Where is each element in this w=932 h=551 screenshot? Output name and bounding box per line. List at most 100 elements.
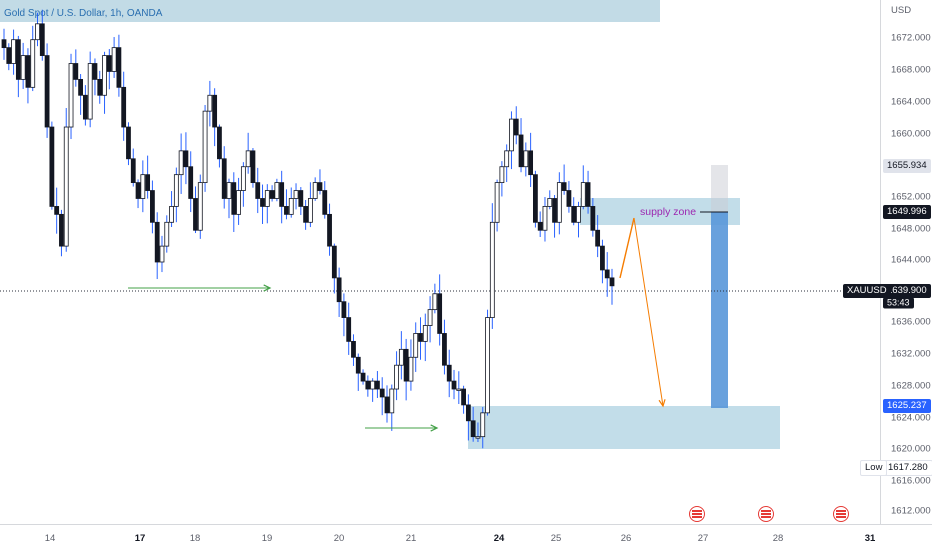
candle-body <box>59 213 64 247</box>
low-arrow-head <box>430 424 439 432</box>
price-tick: 1664.000 <box>891 96 931 108</box>
candle-body <box>255 182 261 199</box>
price-tick: 1620.000 <box>891 443 931 455</box>
candle-body <box>470 420 476 438</box>
candle-body <box>82 94 88 120</box>
us-flag-icon[interactable] <box>689 506 705 522</box>
candle-body <box>250 150 256 184</box>
candle-body <box>379 388 385 398</box>
candle-body <box>173 174 179 207</box>
time-tick: 25 <box>550 533 562 544</box>
price-axis[interactable]: USD 1672.0001668.0001664.0001660.0001656… <box>880 0 932 524</box>
candle-body <box>35 23 40 41</box>
time-tick: 27 <box>697 533 709 544</box>
low-tag: Low <box>860 460 888 476</box>
candle-body <box>207 94 213 112</box>
candle-body <box>44 55 50 128</box>
candle-body <box>312 182 318 199</box>
candle-body <box>178 150 184 176</box>
candle-body <box>202 110 208 184</box>
candlestick-chart[interactable] <box>0 0 880 524</box>
candle-body <box>446 364 452 382</box>
candle-body <box>49 126 55 207</box>
candle-body <box>317 182 323 191</box>
candle-body <box>169 206 174 223</box>
candle-body <box>240 166 246 191</box>
candle-body <box>15 39 21 80</box>
us-flag-icon[interactable] <box>833 506 849 522</box>
candle-body <box>552 198 557 223</box>
target-bottom-label: 1625.237 <box>883 399 931 413</box>
candle-body <box>561 182 567 191</box>
candle-body <box>418 333 423 342</box>
candle-body <box>600 245 605 271</box>
candle-body <box>604 269 610 279</box>
candle-body <box>183 150 189 168</box>
candle-body <box>231 182 237 215</box>
target-top-label: 1649.996 <box>883 205 931 219</box>
candle-body <box>518 134 524 168</box>
candle-body <box>116 47 122 88</box>
candle-body <box>489 221 495 318</box>
price-tick: 1672.000 <box>891 32 931 44</box>
candle-body <box>394 364 399 390</box>
candle-body <box>150 190 155 223</box>
candle-body <box>408 356 414 382</box>
candle-body <box>154 221 160 263</box>
candle-body <box>68 63 74 128</box>
candle-body <box>307 198 313 223</box>
candle-body <box>193 198 198 231</box>
chart-area[interactable]: Gold Spot / U.S. Dollar, 1h, OANDA suppl… <box>0 0 880 524</box>
candle-body <box>293 190 299 199</box>
candle-body <box>509 118 514 152</box>
candle-body <box>537 221 543 231</box>
candle-body <box>341 301 347 318</box>
candle-body <box>54 206 60 215</box>
currency-label: USD <box>891 5 912 16</box>
candle-body <box>6 47 12 64</box>
candle-body <box>533 174 538 223</box>
candle-body <box>226 182 232 199</box>
candle-body <box>389 388 395 414</box>
candle-body <box>78 78 83 96</box>
price-tick: 1632.000 <box>891 348 931 360</box>
candle-body <box>303 206 309 223</box>
candle-body <box>298 190 304 207</box>
target-bracket <box>711 212 728 408</box>
time-axis[interactable]: 14 17 18 19 20 21 24 25 26 27 28 31 <box>0 524 932 551</box>
candle-body <box>346 317 352 342</box>
symbol-label[interactable]: Gold Spot / U.S. Dollar, 1h, OANDA <box>4 8 163 19</box>
candle-body <box>212 94 218 128</box>
us-flag-icon[interactable] <box>758 506 774 522</box>
candle-body <box>442 333 447 366</box>
price-tick: 1652.000 <box>891 191 931 203</box>
candle-body <box>365 380 371 390</box>
price-tick: 1660.000 <box>891 128 931 140</box>
projection-down-arrow <box>633 217 664 407</box>
high-marker-label: 1655.934 <box>883 159 931 173</box>
candle-body <box>284 206 289 215</box>
candle-body <box>413 333 419 358</box>
last-price-label: 1639.900 <box>883 284 931 298</box>
candle-body <box>236 190 241 215</box>
candle-body <box>164 221 170 247</box>
candle-body <box>499 166 505 184</box>
time-tick: 14 <box>44 533 56 544</box>
low-value-label: 1617.280 <box>883 460 932 476</box>
candle-body <box>480 412 486 438</box>
candle-body <box>556 182 562 223</box>
candle-body <box>111 47 117 72</box>
candle-body <box>576 206 581 223</box>
projection-down-arrow-head <box>658 399 666 408</box>
candle-body <box>432 293 438 311</box>
candle-body <box>331 245 337 279</box>
supply-zone-label: supply zone <box>640 206 697 218</box>
time-tick: 19 <box>261 533 273 544</box>
candle-body <box>159 245 165 263</box>
price-tick: 1648.000 <box>891 223 931 235</box>
candle-body <box>547 198 553 207</box>
candle-body <box>523 150 529 168</box>
price-tick: 1668.000 <box>891 64 931 76</box>
bar-countdown: 53:43 <box>883 297 914 309</box>
candle-body <box>20 55 26 80</box>
